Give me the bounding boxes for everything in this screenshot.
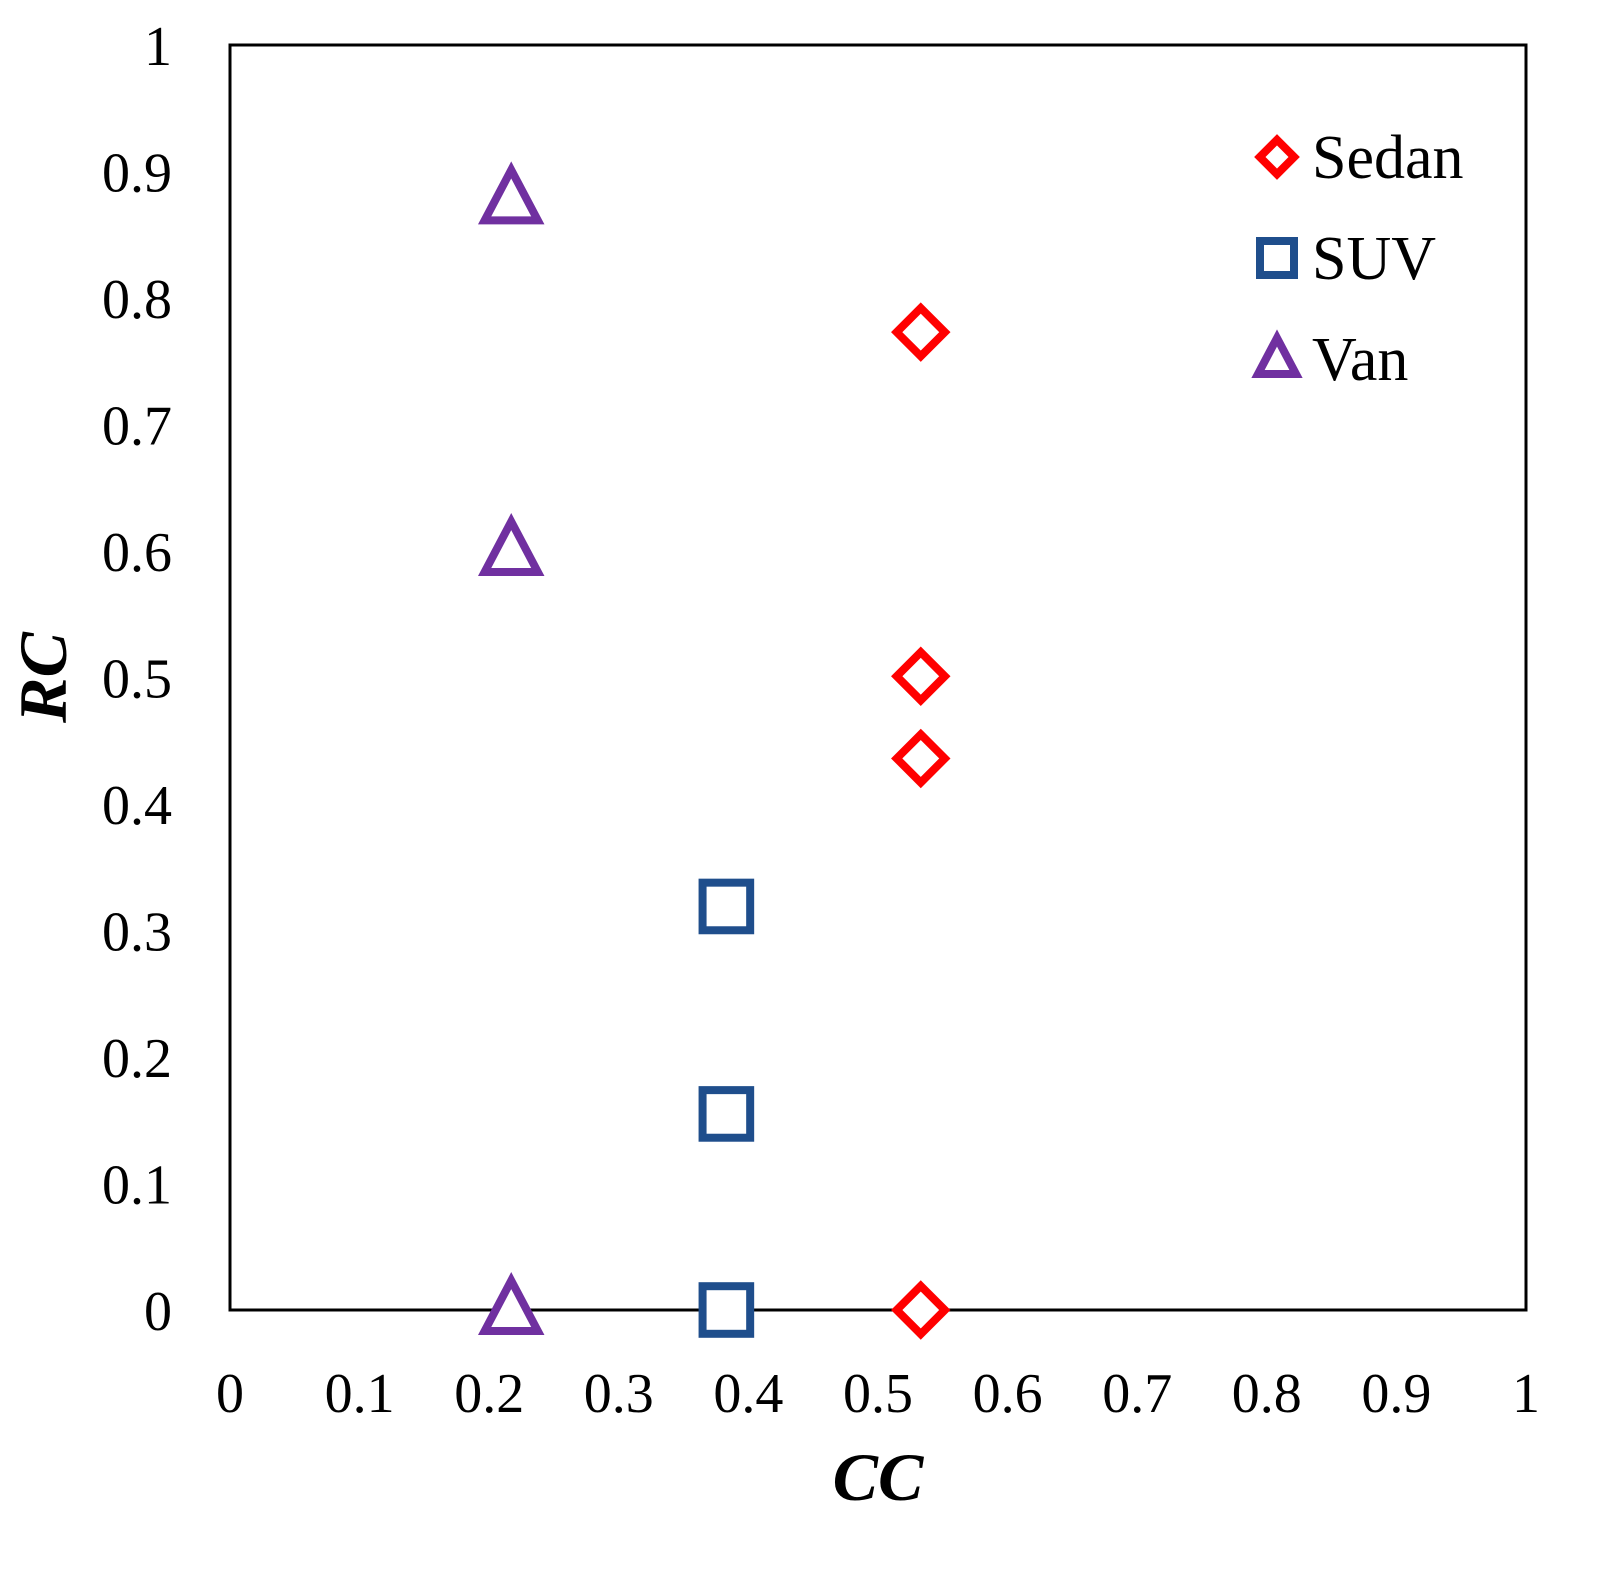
y-tick-label: 0.1 bbox=[102, 1155, 172, 1217]
x-tick-label: 0.9 bbox=[1361, 1363, 1431, 1425]
y-tick-label: 0 bbox=[144, 1281, 172, 1343]
legend-marker-van bbox=[1251, 329, 1303, 378]
van-point bbox=[477, 1272, 545, 1335]
y-tick-label: 0.4 bbox=[102, 775, 172, 837]
series-suv bbox=[698, 878, 755, 1338]
legend-label: Van bbox=[1312, 326, 1408, 394]
sedan-point bbox=[891, 302, 951, 362]
legend-marker-sedan bbox=[1254, 134, 1300, 180]
y-tick-label: 0.3 bbox=[102, 902, 172, 964]
suv-point bbox=[698, 1282, 755, 1338]
legend: Sedan SUV Van bbox=[1251, 124, 1464, 394]
series-sedan bbox=[891, 302, 951, 1340]
legend-item-sedan: Sedan bbox=[1254, 124, 1464, 192]
sedan-point bbox=[891, 646, 951, 706]
data-points bbox=[477, 161, 951, 1340]
x-tick-label: 0.1 bbox=[325, 1363, 395, 1425]
x-tick-label: 0.2 bbox=[454, 1363, 524, 1425]
sedan-point bbox=[891, 1280, 951, 1340]
y-tick-label: 0.2 bbox=[102, 1028, 172, 1090]
sedan-point bbox=[891, 728, 951, 789]
y-tick-label: 0.7 bbox=[102, 396, 172, 458]
legend-item-van: Van bbox=[1251, 326, 1408, 394]
y-tick-label: 0.6 bbox=[102, 522, 172, 584]
x-axis-ticks: 0 0.1 0.2 0.3 0.4 0.5 0.6 0.7 0.8 0.9 1 bbox=[216, 1363, 1540, 1425]
van-point bbox=[477, 161, 545, 225]
legend-label: Sedan bbox=[1312, 124, 1464, 192]
y-tick-label: 0.5 bbox=[102, 649, 172, 711]
x-tick-label: 0 bbox=[216, 1363, 244, 1425]
y-tick-label: 0.8 bbox=[102, 269, 172, 331]
y-tick-label: 0.9 bbox=[102, 143, 172, 205]
legend-item-suv: SUV bbox=[1256, 225, 1436, 293]
suv-point bbox=[698, 878, 755, 935]
y-axis-ticks: 0 0.1 0.2 0.3 0.4 0.5 0.6 0.7 0.8 0.9 1 bbox=[102, 16, 172, 1343]
x-tick-label: 0.6 bbox=[973, 1363, 1043, 1425]
suv-point bbox=[698, 1086, 755, 1142]
x-tick-label: 0.3 bbox=[584, 1363, 654, 1425]
x-tick-label: 1 bbox=[1512, 1363, 1540, 1425]
legend-marker-suv bbox=[1256, 237, 1298, 279]
y-axis-title: RC bbox=[5, 632, 81, 724]
plot-area bbox=[228, 43, 1528, 1312]
x-tick-label: 0.8 bbox=[1232, 1363, 1302, 1425]
plot-frame bbox=[228, 43, 1528, 1312]
x-tick-label: 0.7 bbox=[1102, 1363, 1172, 1425]
y-tick-label: 1 bbox=[144, 16, 172, 78]
series-van bbox=[477, 161, 545, 1335]
x-axis-title: CC bbox=[833, 1439, 924, 1515]
x-tick-label: 0.5 bbox=[843, 1363, 913, 1425]
x-tick-label: 0.4 bbox=[713, 1363, 783, 1425]
legend-label: SUV bbox=[1312, 225, 1436, 293]
van-point bbox=[477, 513, 545, 576]
